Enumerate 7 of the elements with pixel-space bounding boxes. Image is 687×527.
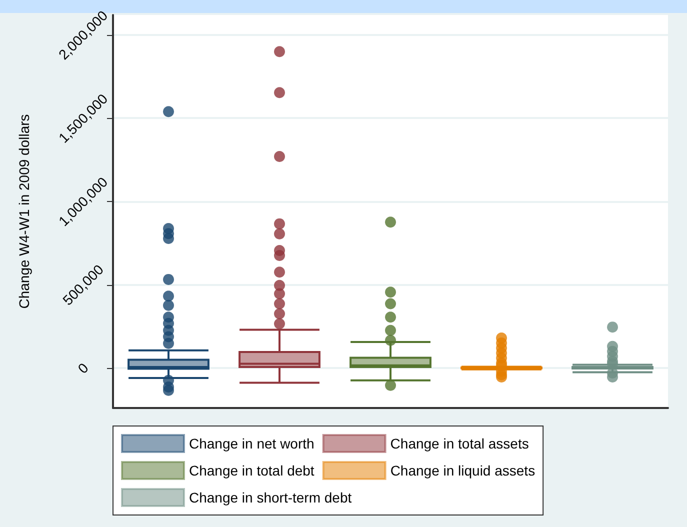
legend-label: Change in total debt <box>189 462 314 478</box>
y-axis-title: Change W4-W1 in 2009 dollars <box>16 114 32 309</box>
legend-label: Change in net worth <box>189 436 314 452</box>
legend-label: Change in short-term debt <box>189 490 352 506</box>
y-tick-label: 0 <box>74 359 92 376</box>
legend-label: Change in liquid assets <box>390 462 536 478</box>
legend-label: Change in total assets <box>390 436 529 452</box>
